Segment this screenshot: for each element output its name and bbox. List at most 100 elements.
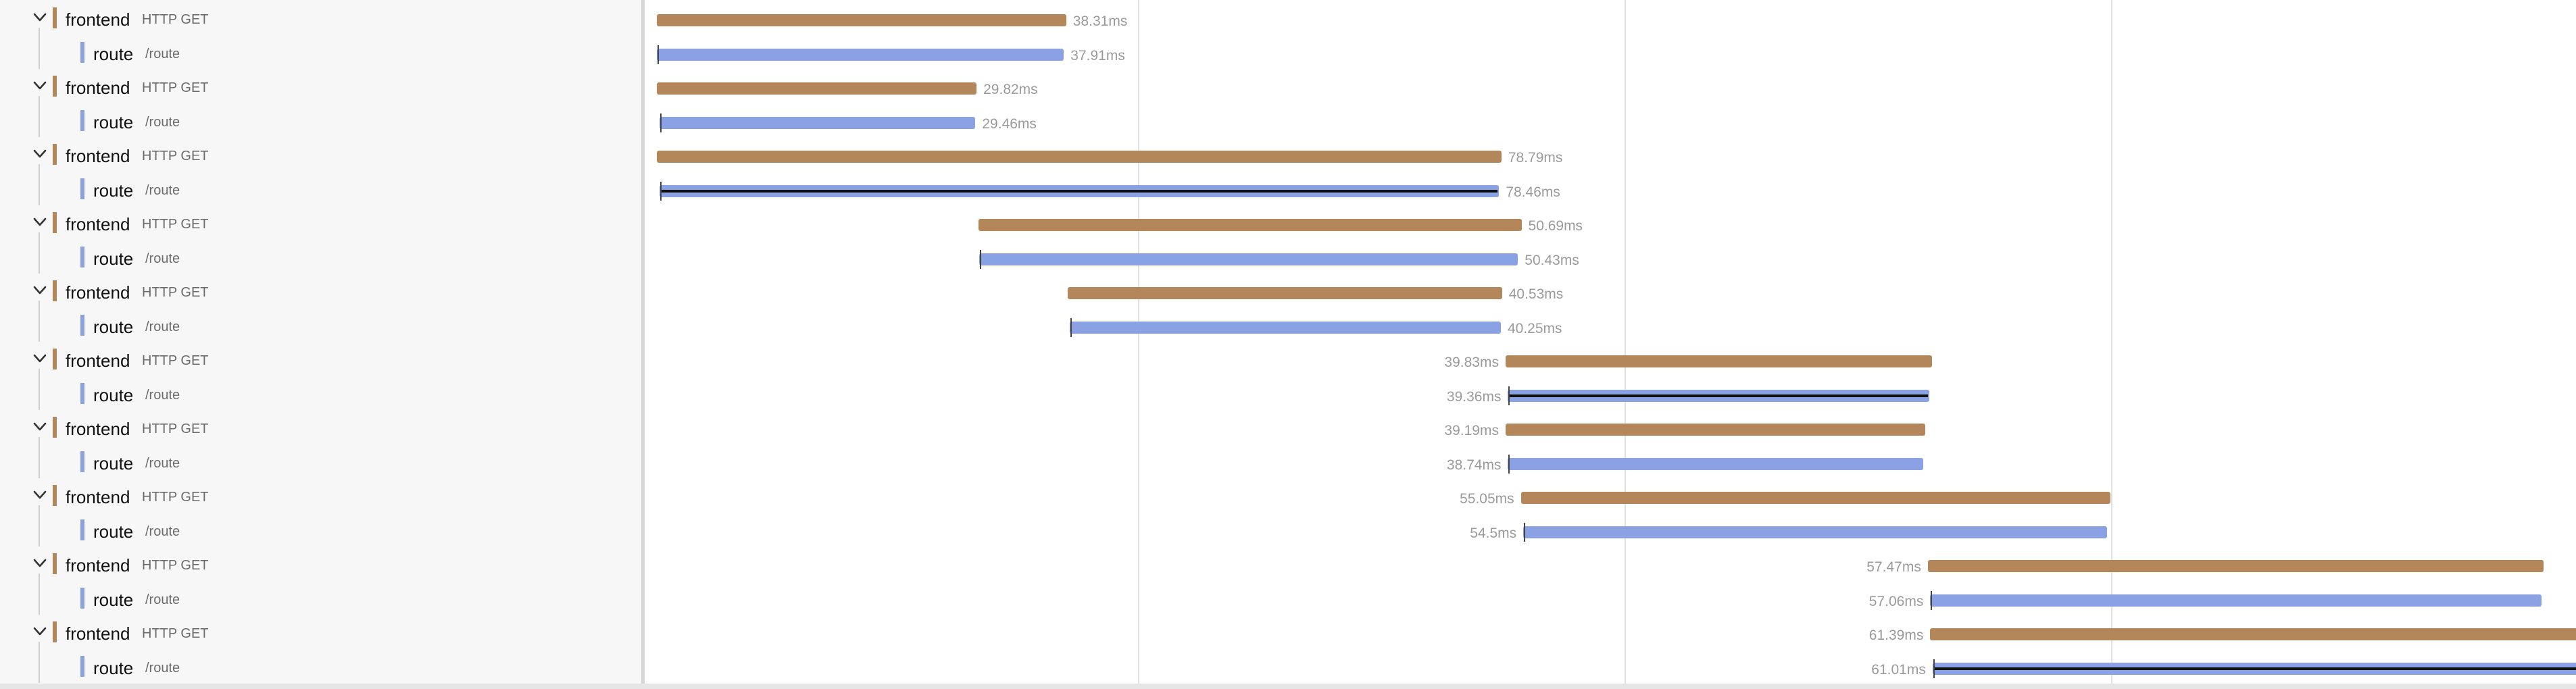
span-bar-route[interactable] bbox=[659, 116, 976, 129]
span-bar-route[interactable] bbox=[1930, 594, 2542, 607]
tree-guide-line bbox=[39, 573, 40, 581]
span-name-rows: frontend HTTP GET route/route frontend HTTP … bbox=[0, 1, 641, 683]
span-row-route[interactable]: route/route bbox=[0, 648, 641, 683]
span-row-route[interactable]: route/route bbox=[0, 34, 641, 69]
span-bar-frontend[interactable] bbox=[1520, 492, 2111, 504]
timeline-panel[interactable]: 38.31ms 37.91ms 29.82ms 29.46ms 78.79ms 78.46… bbox=[645, 0, 2576, 684]
span-row-frontend[interactable]: frontend HTTP GET bbox=[0, 1, 641, 35]
span-start-tick bbox=[1524, 522, 1526, 542]
service-color-marker bbox=[53, 621, 57, 642]
tree-guide-line bbox=[39, 301, 40, 308]
operation-name: /route bbox=[145, 182, 180, 198]
span-name-column: frontend HTTP GET route/route frontend HTTP … bbox=[0, 0, 645, 684]
span-bar-frontend[interactable] bbox=[657, 151, 1502, 163]
service-name: frontend bbox=[66, 487, 130, 507]
span-row-route[interactable]: route/route bbox=[0, 239, 641, 274]
tree-guide-line bbox=[39, 580, 40, 615]
service-color-marker bbox=[53, 144, 57, 165]
span-bar-frontend[interactable] bbox=[1930, 628, 2576, 640]
chevron-down-icon[interactable] bbox=[31, 623, 49, 640]
span-start-tick bbox=[660, 113, 662, 132]
span-row-route[interactable]: route/route bbox=[0, 444, 641, 478]
chevron-down-icon[interactable] bbox=[31, 282, 49, 299]
span-duration-label: 37.91ms bbox=[1070, 47, 1125, 63]
span-row-frontend[interactable]: frontend HTTP GET bbox=[0, 342, 641, 376]
operation-name: /route bbox=[145, 387, 180, 403]
span-duration-label: 78.79ms bbox=[1508, 150, 1563, 165]
span-row-route[interactable]: route/route bbox=[0, 512, 641, 546]
service-name: route bbox=[93, 453, 134, 474]
span-row-frontend[interactable]: frontend HTTP GET bbox=[0, 205, 641, 240]
operation-name: /route bbox=[145, 251, 180, 266]
span-row-frontend[interactable]: frontend HTTP GET bbox=[0, 274, 641, 308]
tree-guide-line bbox=[39, 376, 40, 410]
service-name: route bbox=[93, 589, 134, 610]
tree-guide-line bbox=[39, 369, 40, 376]
span-bar-route[interactable] bbox=[1508, 389, 1930, 402]
tree-guide-line bbox=[39, 642, 40, 649]
span-row-route[interactable]: route/route bbox=[0, 171, 641, 205]
service-name: frontend bbox=[66, 351, 130, 371]
span-bar-route[interactable] bbox=[1070, 321, 1501, 334]
chevron-down-icon[interactable] bbox=[31, 213, 49, 231]
span-row-frontend[interactable]: frontend HTTP GET bbox=[0, 69, 641, 103]
span-bar-route[interactable] bbox=[979, 253, 1518, 265]
span-bar-frontend[interactable] bbox=[1068, 287, 1502, 299]
span-bar-frontend[interactable] bbox=[1927, 560, 2544, 572]
service-color-marker bbox=[53, 212, 57, 233]
service-color-marker bbox=[53, 76, 57, 97]
chevron-down-icon[interactable] bbox=[31, 77, 49, 95]
span-duration-label: 54.5ms bbox=[1470, 525, 1517, 541]
span-bar-frontend[interactable] bbox=[1505, 424, 1926, 436]
span-start-tick bbox=[1070, 317, 1072, 337]
span-bar-frontend[interactable] bbox=[657, 14, 1066, 26]
chevron-down-icon[interactable] bbox=[31, 555, 49, 572]
span-row-route[interactable]: route/route bbox=[0, 103, 641, 137]
tree-guide-line bbox=[39, 171, 40, 205]
span-log-line bbox=[1509, 394, 1929, 397]
chevron-down-icon[interactable] bbox=[31, 418, 49, 436]
span-row-route[interactable]: route/route bbox=[0, 580, 641, 615]
service-color-marker bbox=[53, 485, 57, 506]
span-duration-label: 55.05ms bbox=[1460, 491, 1514, 507]
operation-name: HTTP GET bbox=[142, 217, 209, 232]
span-start-tick bbox=[1508, 454, 1510, 474]
chevron-down-icon[interactable] bbox=[31, 145, 49, 163]
span-row-frontend[interactable]: frontend HTTP GET bbox=[0, 410, 641, 444]
service-color-marker bbox=[80, 246, 84, 267]
span-row-frontend[interactable]: frontend HTTP GET bbox=[0, 137, 641, 172]
span-row-frontend[interactable]: frontend HTTP GET bbox=[0, 615, 641, 649]
span-row-frontend[interactable]: frontend HTTP GET bbox=[0, 478, 641, 513]
span-duration-label: 38.31ms bbox=[1072, 14, 1128, 29]
span-log-line bbox=[660, 189, 1498, 193]
span-duration-label: 78.46ms bbox=[1506, 184, 1560, 200]
span-bar-route[interactable] bbox=[1932, 662, 2576, 675]
operation-name: HTTP GET bbox=[142, 422, 209, 436]
chevron-down-icon[interactable] bbox=[31, 486, 49, 504]
chevron-down-icon[interactable] bbox=[31, 9, 49, 26]
span-row-route[interactable]: route/route bbox=[0, 376, 641, 410]
span-row-route[interactable]: route/route bbox=[0, 307, 641, 342]
horizontal-scrollbar[interactable] bbox=[0, 684, 2576, 689]
span-bar-route[interactable] bbox=[657, 48, 1064, 61]
span-duration-label: 40.25ms bbox=[1507, 320, 1562, 336]
span-duration-label: 39.36ms bbox=[1446, 388, 1502, 405]
span-start-tick bbox=[1931, 590, 1933, 610]
service-name: frontend bbox=[66, 419, 130, 439]
span-bar-route[interactable] bbox=[1508, 457, 1923, 470]
span-row-frontend[interactable]: frontend HTTP GET bbox=[0, 546, 641, 581]
span-bar-frontend[interactable] bbox=[657, 82, 977, 95]
service-name: frontend bbox=[66, 623, 130, 644]
tree-guide-line bbox=[39, 512, 40, 546]
span-start-tick bbox=[1933, 659, 1935, 678]
service-name: route bbox=[93, 384, 134, 405]
span-bar-route[interactable] bbox=[659, 184, 1500, 197]
span-duration-label: 61.01ms bbox=[1871, 661, 1926, 678]
span-duration-label: 39.83ms bbox=[1444, 355, 1499, 370]
chevron-down-icon[interactable] bbox=[31, 350, 49, 367]
span-bar-frontend[interactable] bbox=[1505, 355, 1932, 367]
span-bar-route[interactable] bbox=[1523, 526, 2108, 538]
operation-name: HTTP GET bbox=[142, 626, 209, 641]
span-bar-frontend[interactable] bbox=[978, 219, 1522, 231]
service-color-marker bbox=[80, 655, 84, 677]
